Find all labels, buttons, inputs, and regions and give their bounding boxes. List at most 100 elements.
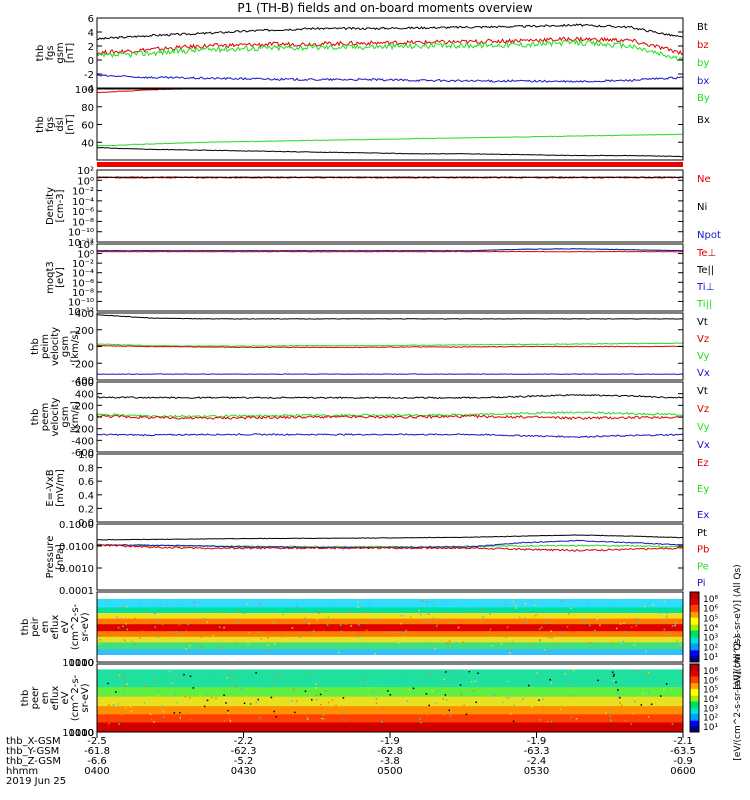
panel-frame (96, 243, 684, 312)
colorbar-cell (690, 657, 699, 659)
spectrogram-pixel (479, 618, 482, 620)
spectrogram-pixel (218, 626, 221, 629)
spectrogram-pixel (184, 695, 186, 698)
ytick-label: 0.2 (78, 504, 94, 515)
spectrogram-pixel (432, 616, 435, 619)
spectrogram-pixel (157, 636, 160, 638)
spectrogram-pixel (225, 702, 227, 704)
spectrogram-pixel (665, 616, 668, 618)
ylabel-line: sr-eV) (80, 683, 91, 712)
spectrogram-pixel (108, 704, 110, 706)
spectrogram-pixel (271, 685, 273, 688)
xtick-label: -2.4 (527, 756, 547, 767)
colorbar-cell (690, 636, 699, 638)
spectrogram-pixel (572, 669, 575, 672)
spectrogram-pixel (273, 710, 275, 713)
spectrogram-pixel (168, 670, 171, 673)
spectrogram-pixel (405, 629, 407, 632)
spectrogram-pixel (444, 694, 447, 696)
colorbar-tick: 10⁵ (703, 614, 718, 624)
spectrogram-band (97, 607, 683, 614)
colorbar-cell (690, 707, 699, 709)
colorbar-cell (690, 610, 699, 613)
series-line-Vy (96, 410, 684, 418)
colorbar-cell (690, 665, 699, 667)
spectrogram-band (97, 706, 683, 715)
panel-frame (96, 169, 684, 243)
ytick-label: -200 (71, 359, 94, 370)
spectrogram-pixel (223, 719, 226, 722)
xtick-label: -3.8 (380, 756, 400, 767)
spectrogram-pixel (559, 708, 562, 710)
spectrogram-pixel (615, 627, 618, 630)
spectrogram-pixel (538, 699, 540, 701)
ytick-label: 10⁻¹² (68, 307, 94, 318)
spectrogram-pixel (192, 687, 195, 689)
colorbar-cell (690, 613, 699, 615)
series-line-Bz (96, 88, 683, 94)
spectrogram-pixel (598, 703, 600, 705)
spectrogram-pixel (612, 675, 615, 677)
spectrogram-pixel (231, 673, 234, 676)
spectrogram-pixel (512, 720, 515, 723)
colorbar-cell (690, 659, 699, 662)
spectrogram-pixel (425, 693, 428, 695)
spectrogram-pixel (188, 645, 191, 647)
spectrogram-pixel (523, 617, 526, 620)
colorbar-cell (690, 652, 699, 655)
spectrogram-pixel (118, 674, 121, 677)
spectrogram-pixel (303, 650, 305, 652)
spectrogram-pixel (296, 605, 299, 607)
spectrogram-pixel (233, 681, 235, 683)
spectrogram-pixel (387, 690, 389, 692)
spectrogram-pixel (234, 686, 237, 688)
ylabel-line: fgs (45, 117, 56, 132)
spectrogram-pixel (673, 648, 676, 650)
spectrogram-pixel (158, 695, 161, 697)
spectrogram-pixel (229, 717, 231, 720)
spectrogram-pixel (538, 719, 541, 721)
colorbar-cell (690, 650, 699, 652)
spectrogram-pixel (408, 688, 411, 691)
spectrogram-pixel (581, 686, 584, 689)
spectrogram-pixel (294, 711, 296, 714)
spectrogram-pixel (278, 673, 280, 675)
spectrogram-pixel (397, 642, 400, 644)
spectrogram-pixel (362, 611, 364, 614)
spectrogram-pixel (412, 687, 415, 690)
colorbar-cell (690, 715, 699, 717)
spectrogram-pixel (409, 615, 412, 618)
spectrogram-pixel (617, 651, 619, 653)
legend-entry: Ez (697, 458, 709, 469)
spectrogram-pixel (304, 690, 307, 692)
colorbar-cell (690, 641, 699, 643)
colorbar-cell (690, 669, 699, 672)
spectrogram-pixel (551, 637, 553, 639)
spectrogram-pixel (274, 677, 276, 680)
spectrogram-pixel (668, 633, 671, 635)
spectrogram-band (97, 613, 683, 620)
ylabel-line: [mV/m] (55, 469, 66, 507)
spectrogram-pixel (347, 609, 350, 611)
ylabel-line: en (40, 621, 51, 634)
colorbar-cell (690, 630, 699, 633)
ytick-label: 80 (81, 103, 94, 114)
spectrogram-pixel (323, 718, 326, 720)
ylabel-line: thb (35, 116, 46, 133)
spectrogram-pixel (140, 706, 143, 708)
spectrogram-pixel (143, 702, 146, 704)
spectrogram-pixel (356, 601, 359, 603)
spectrogram-pixel (535, 615, 537, 617)
spectrogram-pixel (472, 607, 474, 610)
spectrogram-pixel (644, 605, 646, 608)
ylabel-line: peem (40, 403, 51, 431)
colorbar-cell (690, 683, 699, 685)
spectrogram-pixel (144, 685, 146, 688)
ylabel-line: fgs (45, 45, 56, 60)
spectrogram-pixel (518, 616, 521, 619)
spectrogram-pixel (260, 637, 263, 640)
ylabel-line: [eV] (55, 267, 66, 288)
spectrogram-pixel (185, 647, 187, 650)
spectrogram-band (97, 722, 683, 733)
spectrogram-pixel (510, 649, 512, 651)
